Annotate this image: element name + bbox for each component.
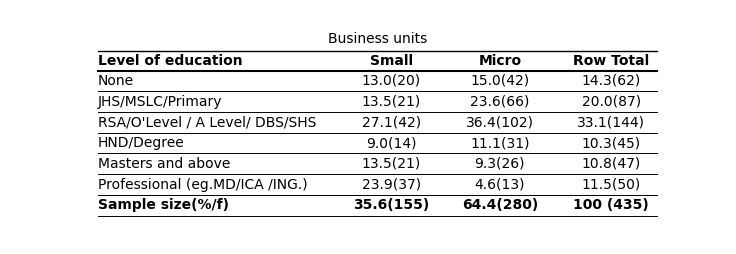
Text: 23.9(37): 23.9(37) [362,178,421,192]
Text: 23.6(66): 23.6(66) [470,95,529,109]
Text: 15.0(42): 15.0(42) [470,74,529,88]
Text: 9.0(14): 9.0(14) [367,136,417,150]
Text: Professional (eg.MD/ICA /ING.): Professional (eg.MD/ICA /ING.) [98,178,308,192]
Text: Row Total: Row Total [573,54,649,68]
Text: 35.6(155): 35.6(155) [353,198,430,212]
Text: RSA/O'Level / A Level/ DBS/SHS: RSA/O'Level / A Level/ DBS/SHS [98,115,316,129]
Text: 20.0(87): 20.0(87) [581,95,640,109]
Text: 64.4(280): 64.4(280) [461,198,538,212]
Text: 4.6(13): 4.6(13) [475,178,525,192]
Text: Business units: Business units [328,32,427,46]
Text: Sample size(%/f): Sample size(%/f) [98,198,229,212]
Text: 100 (435): 100 (435) [573,198,649,212]
Text: 33.1(144): 33.1(144) [577,115,645,129]
Text: Level of education: Level of education [98,54,242,68]
Text: 13.5(21): 13.5(21) [362,95,421,109]
Text: Masters and above: Masters and above [98,157,230,171]
Text: Small: Small [370,54,413,68]
Text: 13.0(20): 13.0(20) [362,74,421,88]
Text: None: None [98,74,134,88]
Text: HND/Degree: HND/Degree [98,136,185,150]
Text: 11.1(31): 11.1(31) [470,136,530,150]
Text: 36.4(102): 36.4(102) [466,115,534,129]
Text: 14.3(62): 14.3(62) [581,74,641,88]
Text: 11.5(50): 11.5(50) [581,178,641,192]
Text: 9.3(26): 9.3(26) [475,157,525,171]
Text: Micro: Micro [478,54,521,68]
Text: 10.8(47): 10.8(47) [581,157,641,171]
Text: 13.5(21): 13.5(21) [362,157,421,171]
Text: 27.1(42): 27.1(42) [362,115,421,129]
Text: 10.3(45): 10.3(45) [581,136,640,150]
Text: JHS/MSLC/Primary: JHS/MSLC/Primary [98,95,222,109]
